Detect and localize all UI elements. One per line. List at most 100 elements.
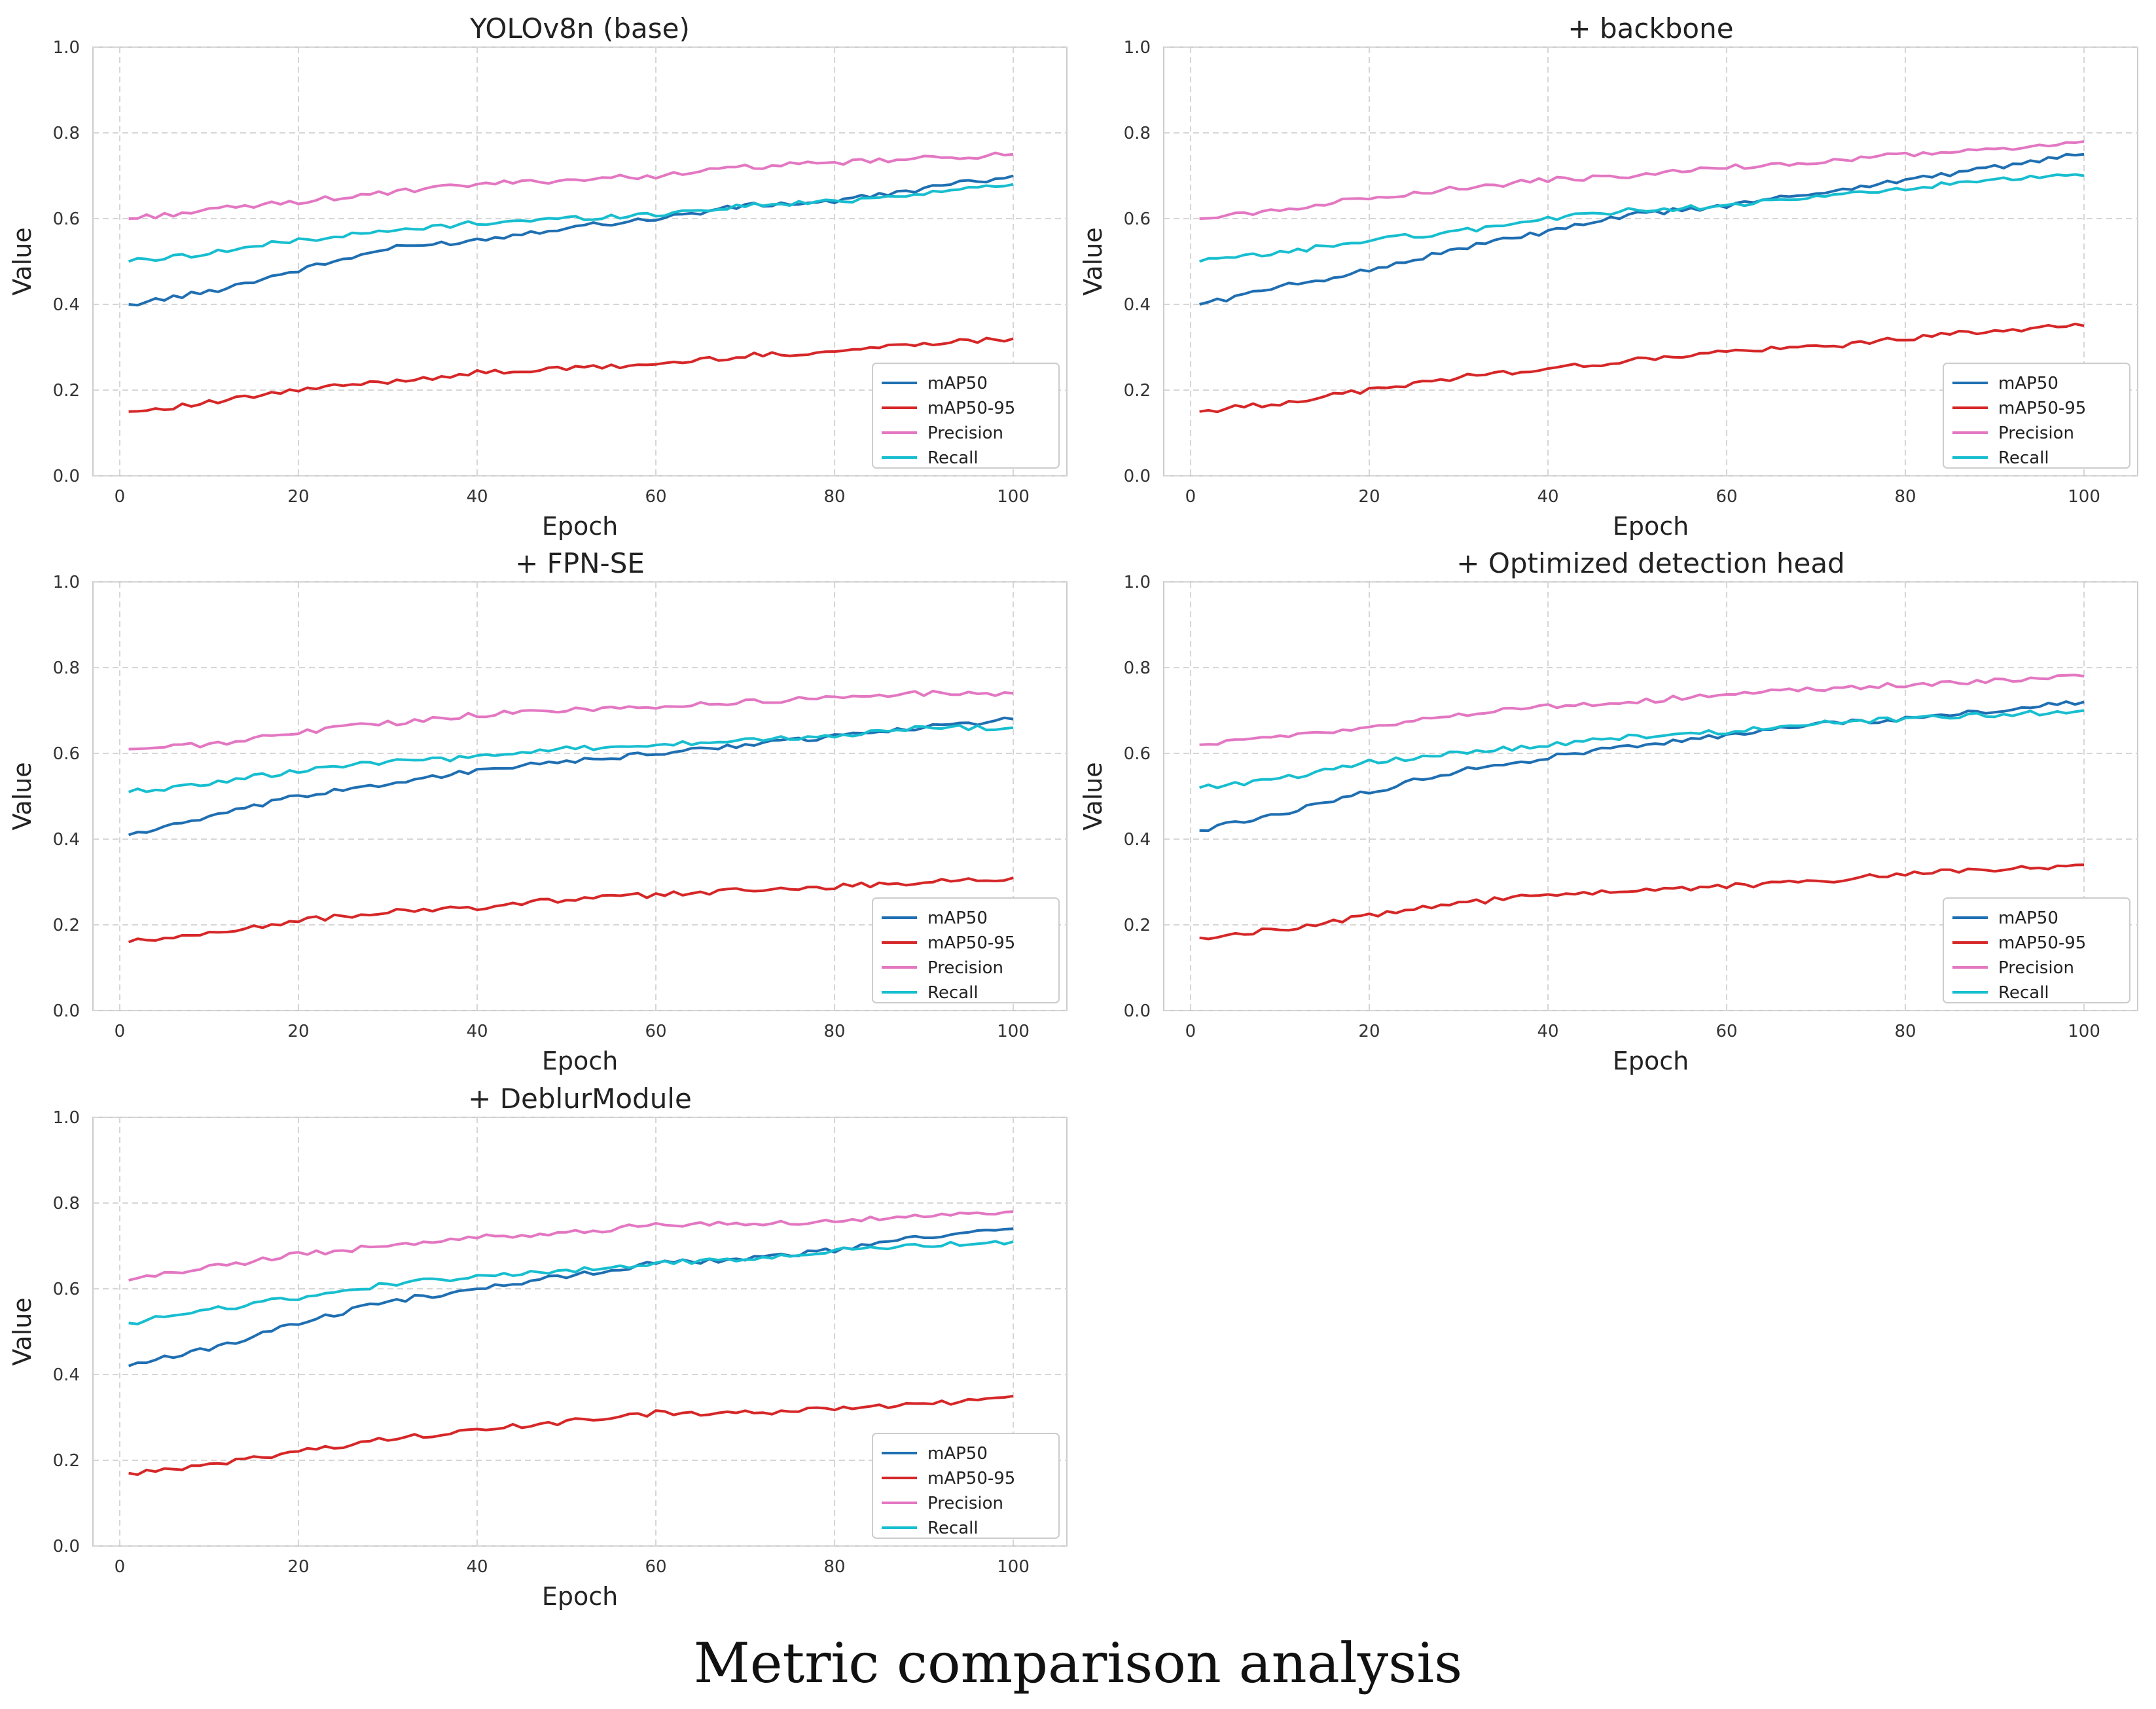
x-tick-label: 100	[997, 1022, 1030, 1041]
y-tick-label: 1.0	[53, 38, 80, 58]
legend-entry: Precision	[1998, 958, 2074, 978]
x-axis-label: Epoch	[1613, 1047, 1689, 1075]
x-tick-label: 20	[287, 487, 309, 507]
x-tick-label: 60	[1716, 487, 1737, 507]
x-tick-label: 100	[2068, 487, 2100, 507]
legend-entry: Recall	[927, 448, 979, 468]
x-tick-label: 100	[997, 1557, 1030, 1577]
legend-entry: Recall	[1998, 448, 2049, 468]
series-line	[128, 1240, 1014, 1325]
y-tick-label: 1.0	[1124, 38, 1151, 58]
legend-entry: Precision	[927, 958, 1003, 978]
legend-entry: Recall	[1998, 983, 2049, 1003]
x-tick-label: 80	[824, 1022, 846, 1041]
x-tick-label: 0	[1185, 1022, 1196, 1041]
series-line	[1199, 674, 2085, 746]
y-axis-label: Value	[8, 227, 37, 295]
x-tick-label: 80	[824, 1557, 846, 1577]
chart-title: + FPN-SE	[515, 547, 645, 579]
chart-panel: 0 20 40 60 80 100 0.0 0.2 0.4 0.6 0.8 1.0 + Optimize…	[1079, 547, 2138, 1075]
series-line	[1198, 173, 2085, 263]
y-tick-label: 0.4	[53, 1365, 80, 1385]
x-axis-label: Epoch	[542, 512, 618, 541]
x-tick-label: 80	[1895, 487, 1916, 507]
chart-title: + Optimized detection head	[1456, 547, 1844, 579]
legend	[872, 1433, 1060, 1539]
y-tick-label: 0.8	[53, 1194, 80, 1214]
x-tick-label: 60	[1716, 1022, 1737, 1041]
x-axis-label: Epoch	[1613, 512, 1689, 541]
y-tick-label: 0.6	[53, 209, 80, 229]
y-tick-label: 0.4	[1124, 830, 1151, 850]
legend-entry: Recall	[927, 983, 979, 1003]
legend-entry: mAP50	[927, 374, 988, 393]
y-tick-label: 0.2	[53, 916, 80, 935]
x-axis-label: Epoch	[542, 1047, 618, 1075]
y-tick-label: 0.8	[1124, 658, 1151, 678]
series-line	[128, 876, 1014, 944]
legend-entry: mAP50-95	[1998, 399, 2086, 418]
y-axis-label: Value	[1079, 227, 1107, 295]
figure-caption: Metric comparison analysis	[694, 1631, 1463, 1695]
series-line	[128, 1210, 1014, 1282]
series-line	[128, 689, 1014, 751]
legend	[872, 363, 1060, 469]
series-line	[128, 724, 1014, 793]
x-tick-label: 0	[1185, 487, 1196, 507]
y-tick-label: 1.0	[53, 573, 80, 592]
y-tick-label: 0.0	[1124, 467, 1151, 486]
y-tick-label: 0.6	[1124, 209, 1151, 229]
series-line	[1199, 322, 2085, 414]
x-tick-label: 100	[2068, 1022, 2100, 1041]
legend	[1943, 897, 2130, 1003]
legend-entry: mAP50-95	[927, 933, 1015, 953]
y-tick-label: 0.0	[1124, 1001, 1151, 1021]
y-tick-label: 0.0	[53, 1001, 80, 1021]
y-tick-label: 1.0	[53, 1108, 80, 1128]
legend-entry: Precision	[927, 1494, 1003, 1513]
x-tick-label: 0	[115, 487, 126, 507]
y-tick-label: 0.8	[1124, 124, 1151, 143]
series-line	[1198, 709, 2085, 789]
y-tick-label: 0.8	[53, 658, 80, 678]
y-tick-label: 0.0	[53, 1537, 80, 1556]
x-tick-label: 40	[466, 487, 488, 507]
y-tick-label: 0.2	[53, 1451, 80, 1471]
y-tick-label: 0.8	[53, 124, 80, 143]
chart-panel: 0 20 40 60 80 100 0.0 0.2 0.4 0.6 0.8 1.0 + FPN-SE Ep…	[8, 547, 1068, 1075]
legend-entry: mAP50-95	[927, 1469, 1015, 1488]
y-tick-label: 0.2	[1124, 916, 1151, 935]
chart-title: + backbone	[1568, 12, 1733, 45]
x-tick-label: 40	[1537, 487, 1558, 507]
y-tick-label: 0.6	[1124, 744, 1151, 764]
chart-title: YOLOv8n (base)	[469, 12, 690, 45]
y-tick-label: 0.6	[53, 1280, 80, 1299]
series-line	[1199, 140, 2085, 220]
y-tick-label: 0.0	[53, 467, 80, 486]
legend-entry: Recall	[927, 1519, 979, 1538]
y-tick-label: 0.4	[1124, 295, 1151, 315]
legend-entry: Precision	[927, 423, 1003, 443]
x-tick-label: 80	[824, 487, 846, 507]
x-tick-label: 100	[997, 487, 1030, 507]
y-tick-label: 0.6	[53, 744, 80, 764]
legend-entry: mAP50-95	[1998, 933, 2086, 953]
series-line	[1199, 153, 2085, 306]
x-axis-label: Epoch	[542, 1582, 618, 1611]
series-line	[128, 1394, 1014, 1476]
series-line	[128, 1227, 1014, 1367]
x-tick-label: 20	[287, 1022, 309, 1041]
series-line	[128, 183, 1014, 263]
y-tick-label: 0.2	[1124, 381, 1151, 401]
legend-entry: mAP50	[1998, 908, 2058, 928]
y-tick-label: 1.0	[1124, 573, 1151, 592]
y-tick-label: 0.4	[53, 830, 80, 850]
x-tick-label: 60	[645, 1022, 666, 1041]
y-tick-label: 0.4	[53, 295, 80, 315]
legend-entry: mAP50	[1998, 374, 2058, 393]
x-tick-label: 80	[1895, 1022, 1916, 1041]
series-line	[128, 151, 1014, 220]
legend-entry: mAP50-95	[927, 399, 1015, 418]
legend-entry: mAP50	[927, 1444, 988, 1464]
